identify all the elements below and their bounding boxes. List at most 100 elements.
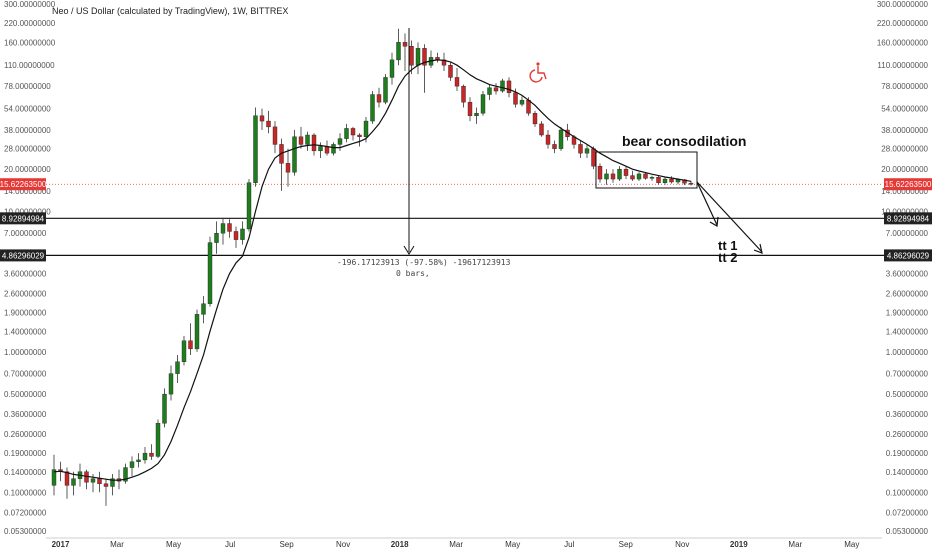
candle-body[interactable] [201,303,206,315]
candle-body[interactable] [305,134,310,145]
candle-body[interactable] [337,138,343,145]
candle-body[interactable] [389,59,395,78]
candle-body[interactable] [266,120,271,128]
candle-body[interactable] [311,134,317,152]
candle-body[interactable] [474,113,479,116]
candle-body[interactable] [409,46,414,66]
candle-body[interactable] [71,478,76,486]
y-tick-label-left: 38.00000000 [4,126,51,135]
candle-body[interactable] [545,134,551,145]
candle-body[interactable] [246,182,252,230]
candle-body[interactable] [181,340,187,362]
candle-body[interactable] [610,173,616,180]
candle-body[interactable] [272,126,278,145]
candle-body[interactable] [136,459,141,462]
candle-body[interactable] [656,177,661,183]
y-tick-label-left: 0.19000000 [4,449,47,458]
candle-body[interactable] [331,144,336,154]
candle-body[interactable] [207,242,213,304]
candle-body[interactable] [253,115,258,183]
candle-body[interactable] [383,77,388,103]
candle-body[interactable] [292,136,297,173]
candle-body[interactable] [552,144,557,149]
candle-body[interactable] [675,179,681,183]
candle-body[interactable] [227,223,232,232]
candle-body[interactable] [350,128,356,136]
target-arrow-1-line[interactable] [696,181,718,226]
candle-body[interactable] [51,469,57,486]
candle-body[interactable] [591,148,596,167]
candle-body[interactable] [240,228,245,240]
candle-body[interactable] [344,128,349,139]
candle-body[interactable] [630,175,635,180]
candle-body[interactable] [506,80,512,93]
candle-body[interactable] [357,134,362,137]
candle-body[interactable] [363,120,369,137]
candle-body[interactable] [214,232,219,243]
consolidation-box[interactable] [595,151,698,189]
candle-body[interactable] [649,177,655,179]
candle-body[interactable] [513,92,518,105]
candle-body[interactable] [123,467,128,482]
candle-body[interactable] [175,361,180,374]
candle-body[interactable] [142,452,148,461]
candle-body[interactable] [129,461,135,468]
candle-body[interactable] [597,165,603,180]
candle-body[interactable] [532,113,538,125]
candle-body[interactable] [467,101,473,116]
candle-body[interactable] [461,85,466,103]
candle-body[interactable] [578,144,583,154]
candle-body[interactable] [149,452,154,457]
candle-body[interactable] [617,168,622,180]
candle-body[interactable] [493,87,499,92]
candle-body[interactable] [376,94,382,103]
candle-body[interactable] [643,173,648,179]
candle-body[interactable] [402,42,408,47]
candle-body[interactable] [480,94,486,114]
candle-body[interactable] [487,87,492,95]
target-arrow-2-head [753,243,763,254]
candle-body[interactable] [103,483,109,487]
candle-body[interactable] [188,340,193,350]
candle-body[interactable] [318,146,323,152]
candle-body[interactable] [233,231,239,240]
candle-body[interactable] [636,173,642,180]
candle-body[interactable] [396,42,401,61]
candle-body[interactable] [64,471,70,486]
candle-body[interactable] [526,99,531,114]
candle-body[interactable] [194,314,200,350]
candle-body[interactable] [370,94,375,122]
candle-body[interactable] [539,123,544,136]
candle-body[interactable] [669,178,674,183]
candle-body[interactable] [454,77,460,87]
candle-body[interactable] [155,423,161,457]
candle-body[interactable] [688,182,694,185]
x-tick-label: Nov [336,540,350,549]
candle-body[interactable] [623,168,629,176]
candle-body[interactable] [90,478,96,483]
candle-body[interactable] [662,178,668,183]
candle-body[interactable] [415,48,421,66]
candle-body[interactable] [584,148,590,154]
candle-body[interactable] [285,163,291,173]
candle-body[interactable] [298,136,304,145]
candle-body[interactable] [604,173,609,180]
candle-body[interactable] [448,64,453,78]
candle-body[interactable] [422,48,427,66]
candle-body[interactable] [168,373,174,395]
level-badge-left [0,212,46,225]
candle-body[interactable] [259,115,265,122]
level-badge-left [0,249,46,262]
candle-body[interactable] [97,478,102,484]
y-tick-label-right: 220.00000000 [877,19,929,28]
target-arrow-2-line[interactable] [696,181,763,253]
candle-body[interactable] [162,393,167,424]
candle-body[interactable] [324,146,330,154]
candle-body[interactable] [558,129,564,149]
candle-body[interactable] [220,223,226,234]
candle-body[interactable] [519,99,525,105]
candle-body[interactable] [110,478,115,487]
x-axis-ticks: 2017 Mar May Jul Sep Nov 2018 Mar May Jul Sep Nov 20… [52,540,860,549]
candle-body[interactable] [500,80,505,92]
